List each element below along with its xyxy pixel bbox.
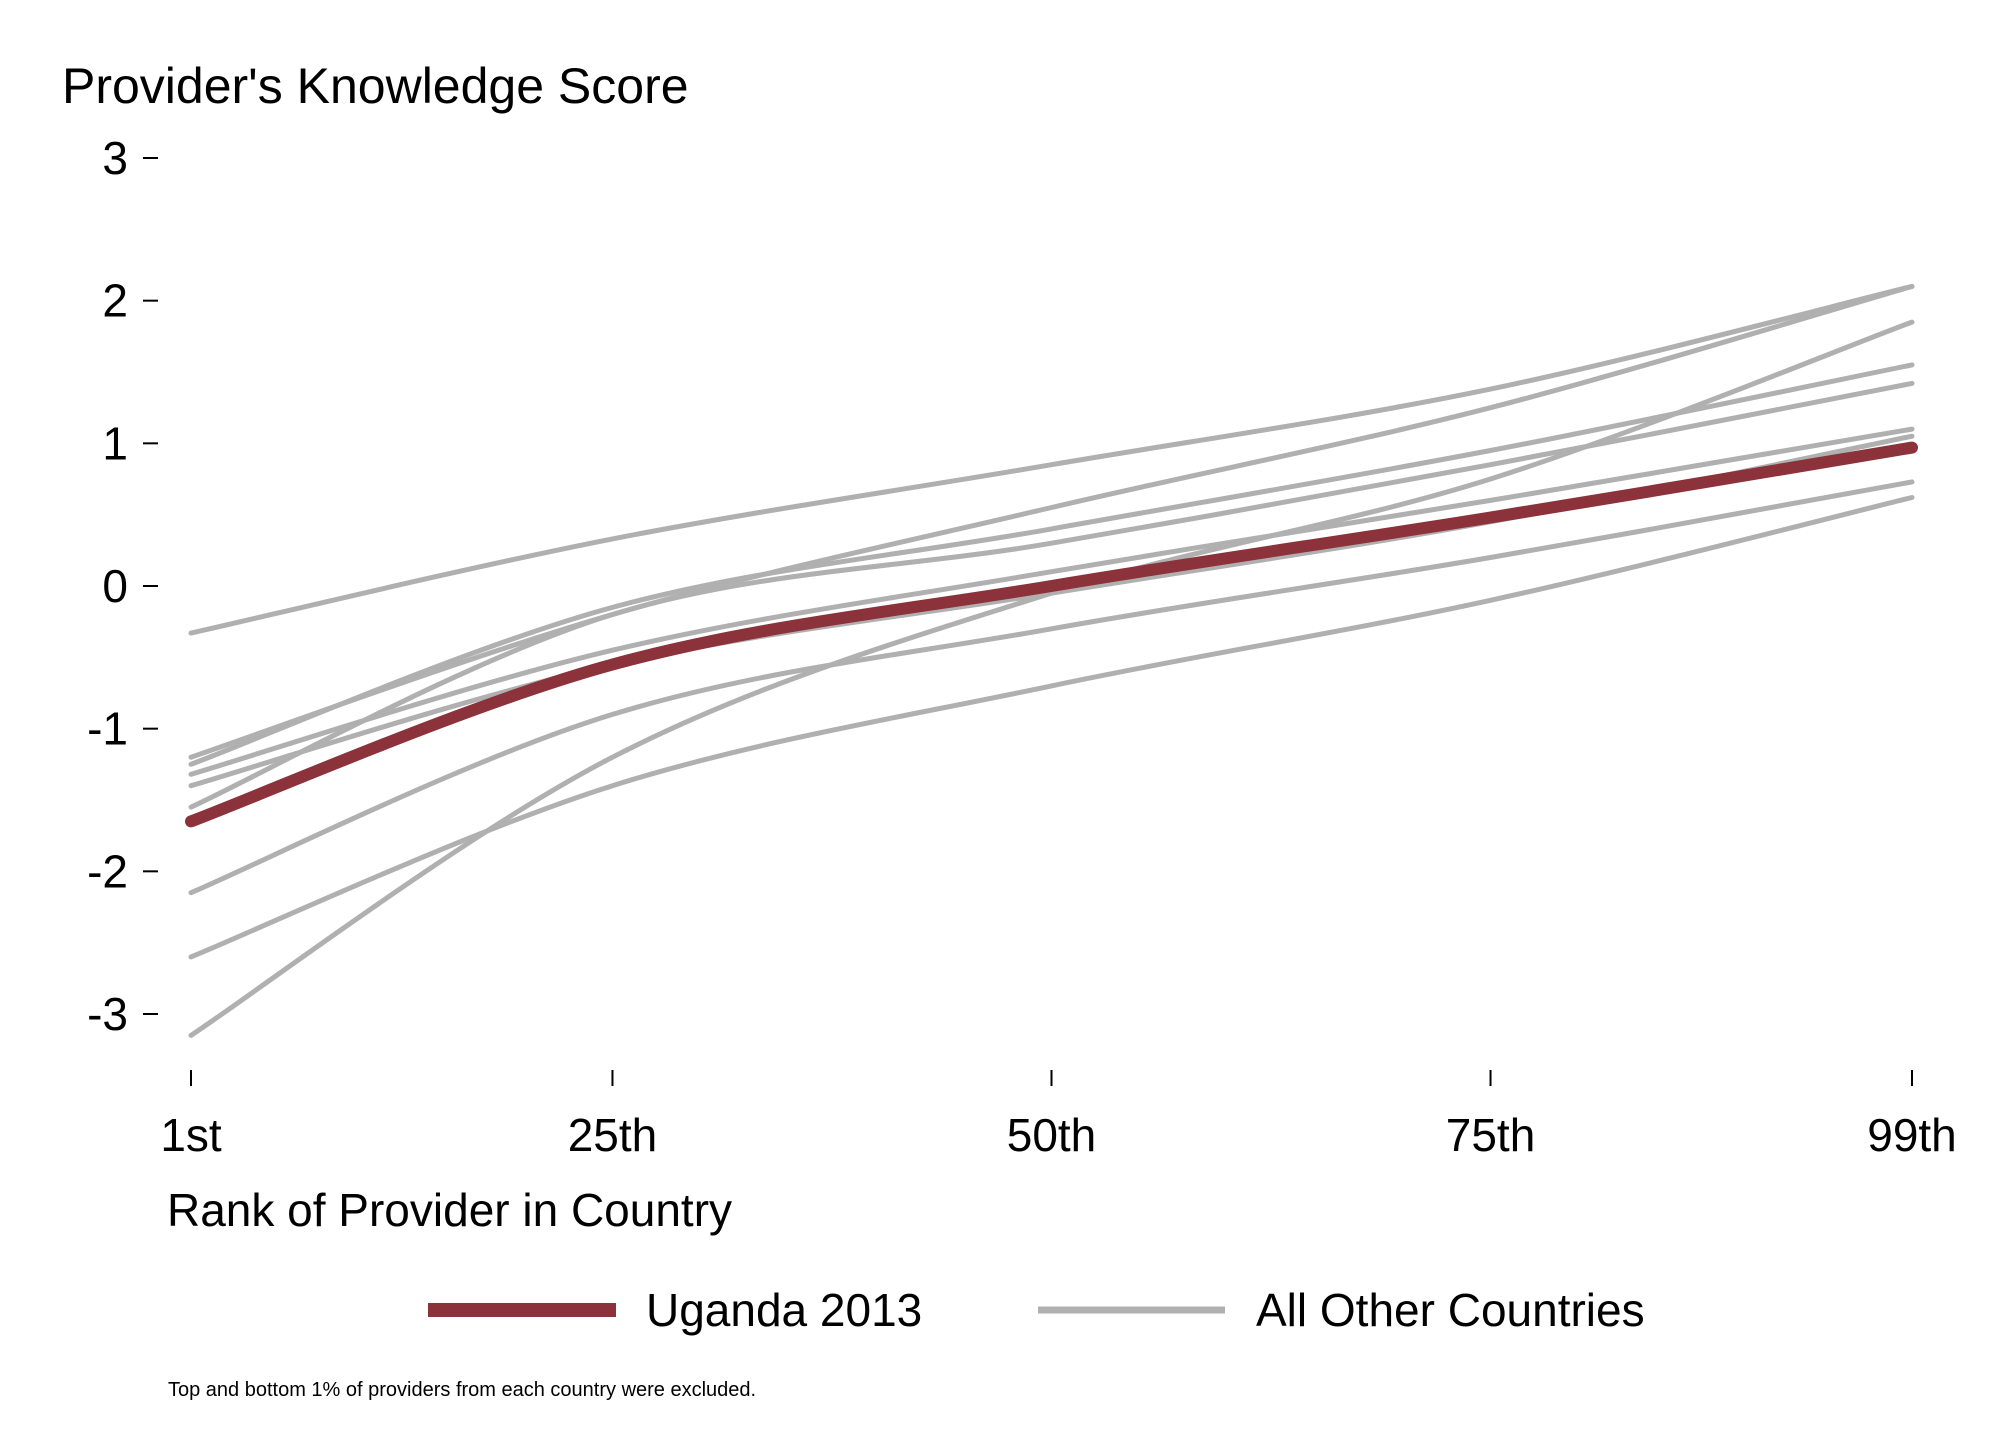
series-line-other-country <box>188 380 1915 810</box>
legend-label-other: All Other Countries <box>1256 1284 1645 1336</box>
y-tick-label: 3 <box>102 132 128 184</box>
series-line-other-country <box>188 479 1915 896</box>
y-tick-label: -3 <box>87 988 128 1040</box>
series-layer <box>185 283 1918 1038</box>
chart-title: Provider's Knowledge Score <box>62 58 689 114</box>
series-line-other-country <box>188 283 1915 636</box>
series-line-other-country <box>188 283 1915 760</box>
x-tick-label: 25th <box>568 1109 658 1161</box>
series-line-uganda-2013 <box>185 441 1918 828</box>
y-tick-label: 0 <box>102 560 128 612</box>
y-axis: 3 2 1 0 -1 -2 -3 <box>87 132 158 1040</box>
x-tick-label: 50th <box>1007 1109 1097 1161</box>
series-line-other-country <box>188 362 1915 767</box>
y-tick-label: -2 <box>87 845 128 897</box>
y-tick-label: -1 <box>87 703 128 755</box>
series-line-other-country <box>188 495 1915 960</box>
legend: Uganda 2013 All Other Countries <box>428 1284 1645 1336</box>
series-line-other-country <box>188 426 1915 777</box>
legend-label-uganda: Uganda 2013 <box>646 1284 922 1336</box>
y-tick-label: 1 <box>102 417 128 469</box>
x-axis: 1st 25th 50th 75th 99th <box>160 1070 1957 1161</box>
x-axis-label: Rank of Provider in Country <box>167 1184 732 1236</box>
x-tick-label: 1st <box>160 1109 222 1161</box>
series-line-other-country <box>188 319 1915 1038</box>
y-tick-label: 2 <box>102 275 128 327</box>
x-tick-label: 75th <box>1446 1109 1536 1161</box>
footnote: Top and bottom 1% of providers from each… <box>168 1379 756 1401</box>
x-tick-label: 99th <box>1867 1109 1957 1161</box>
